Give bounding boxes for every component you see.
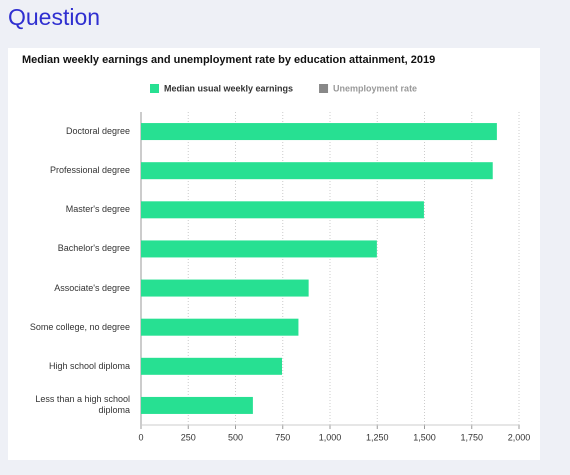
bar bbox=[141, 240, 377, 258]
legend-label: Unemployment rate bbox=[333, 83, 417, 93]
y-tick-label: Doctoral degree bbox=[65, 126, 130, 137]
x-tick-label: 1,000 bbox=[319, 432, 342, 442]
bar bbox=[141, 201, 424, 219]
bar bbox=[141, 396, 253, 414]
y-tick-label: Professional degree bbox=[49, 165, 130, 176]
legend-swatch bbox=[319, 84, 329, 93]
x-tick-label: 1,500 bbox=[413, 432, 436, 442]
bar bbox=[141, 318, 299, 336]
category-label: Associate's degree bbox=[54, 282, 130, 293]
x-tick-label: 250 bbox=[181, 432, 196, 442]
y-tick-label: High school diploma bbox=[48, 360, 130, 371]
x-tick-label: 2,000 bbox=[508, 432, 531, 442]
chart-title: Median weekly earnings and unemployment … bbox=[22, 54, 435, 66]
category-label: Bachelor's degree bbox=[57, 243, 130, 254]
y-tick-label: Master's degree bbox=[65, 204, 130, 215]
x-tick-label: 1,750 bbox=[460, 432, 483, 442]
x-tick-label: 750 bbox=[275, 432, 290, 442]
bar bbox=[141, 162, 493, 180]
y-tick-label: Bachelor's degree bbox=[57, 243, 130, 254]
category-label: High school diploma bbox=[48, 360, 130, 371]
bar bbox=[141, 123, 497, 141]
legend-swatch bbox=[150, 84, 159, 93]
bar bbox=[141, 357, 282, 375]
category-label: Some college, no degree bbox=[29, 321, 130, 332]
y-tick-label: Some college, no degree bbox=[29, 321, 130, 332]
x-tick-label: 0 bbox=[138, 432, 143, 442]
y-tick-label: Less than a high school diploma bbox=[35, 394, 130, 416]
y-tick-label: Associate's degree bbox=[54, 282, 130, 293]
category-label: Master's degree bbox=[65, 204, 130, 215]
legend-label: Median usual weekly earnings bbox=[164, 83, 293, 93]
category-label: Doctoral degree bbox=[65, 126, 130, 137]
category-label: Less than a high school diploma bbox=[35, 394, 130, 416]
x-tick-label: 500 bbox=[228, 432, 243, 442]
heading: Question bbox=[8, 4, 101, 30]
x-tick-label: 1,250 bbox=[366, 432, 389, 442]
bar bbox=[141, 279, 309, 297]
category-label: Professional degree bbox=[49, 165, 130, 176]
